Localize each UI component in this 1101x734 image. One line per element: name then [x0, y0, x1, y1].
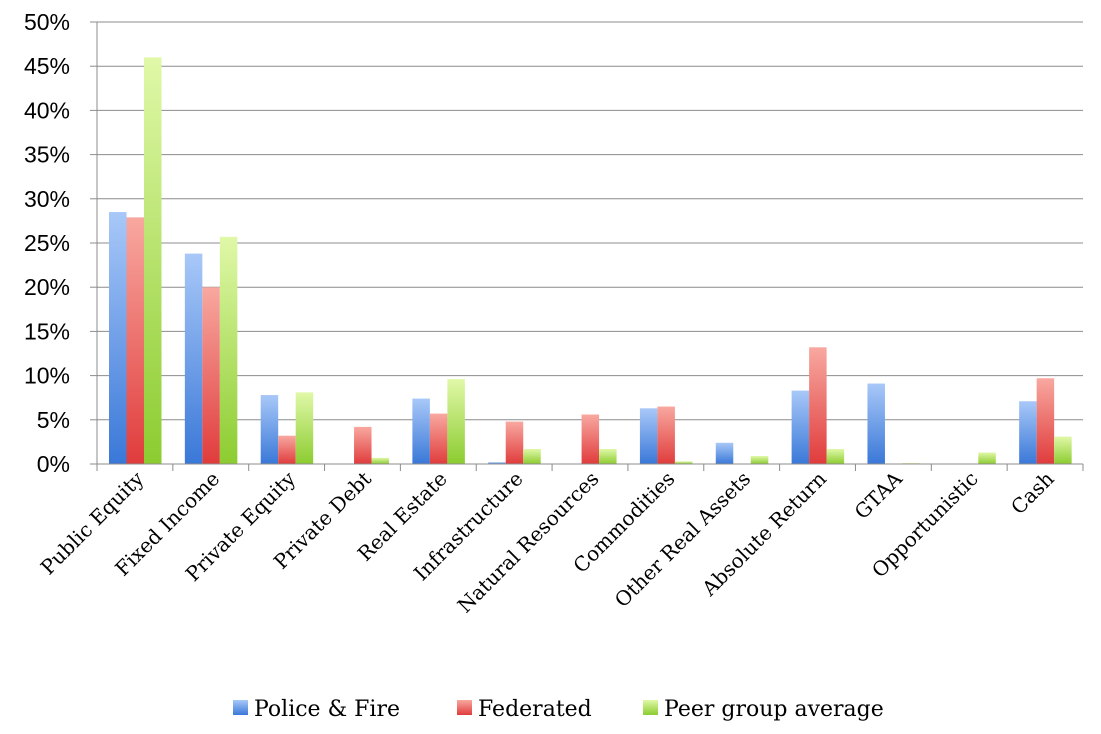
bar — [523, 448, 541, 464]
bar — [715, 442, 734, 464]
bar — [278, 435, 296, 464]
bar — [488, 462, 506, 464]
bar — [1054, 436, 1072, 464]
gridlines — [90, 21, 1083, 465]
y-tick-label: 35% — [24, 142, 70, 168]
y-tick-label: 20% — [24, 274, 70, 300]
legend-label: Police & Fire — [254, 697, 400, 722]
bar — [447, 379, 465, 464]
bar — [791, 390, 810, 464]
bar — [581, 414, 600, 464]
y-axis-ticks: 0% 5% 10% 15% 20% 25% 30% 35% 40% 45% 50% — [24, 9, 70, 477]
bar — [809, 347, 827, 464]
bar — [978, 452, 996, 464]
y-tick-label: 0% — [37, 451, 70, 477]
bar — [260, 395, 279, 464]
legend-label: Federated — [478, 697, 592, 722]
bar — [674, 461, 693, 464]
x-tick-label: Natural Resources — [453, 467, 604, 618]
y-tick-label: 15% — [24, 318, 70, 344]
x-tick-label: Other Real Assets — [610, 467, 755, 612]
legend: Police & Fire Federated Peer group average — [233, 697, 884, 722]
bar — [429, 413, 448, 464]
bar — [219, 236, 238, 464]
axes — [96, 22, 1084, 471]
bar — [1036, 378, 1055, 464]
bar — [354, 426, 372, 464]
bar — [295, 392, 314, 464]
y-tick-label: 30% — [24, 186, 70, 212]
x-tick-label: Absolute Return — [697, 466, 832, 601]
y-tick-label: 50% — [24, 9, 70, 35]
bar — [599, 448, 617, 464]
bar — [826, 448, 845, 464]
y-tick-label: 25% — [24, 230, 70, 256]
bar — [371, 457, 390, 464]
y-tick-label: 45% — [24, 53, 70, 79]
bar — [144, 57, 162, 465]
legend-swatch — [457, 700, 472, 715]
y-tick-label: 5% — [37, 407, 70, 433]
bar — [639, 408, 658, 464]
y-tick-label: 40% — [24, 97, 70, 123]
bar — [867, 383, 885, 464]
legend-swatch — [233, 700, 248, 715]
bar — [126, 217, 144, 464]
legend-label: Peer group average — [664, 697, 884, 722]
bars — [109, 57, 1072, 465]
bar — [657, 406, 675, 464]
bar — [202, 287, 220, 464]
y-tick-label: 10% — [24, 363, 70, 389]
bar — [750, 456, 769, 464]
bar — [412, 398, 430, 464]
bar — [1019, 401, 1037, 464]
bar — [184, 253, 203, 464]
bar — [109, 212, 127, 464]
legend-swatch — [643, 700, 658, 715]
x-tick-label: Cash — [1006, 466, 1059, 519]
x-tick-label: GTAA — [850, 466, 908, 524]
bar — [505, 421, 524, 464]
